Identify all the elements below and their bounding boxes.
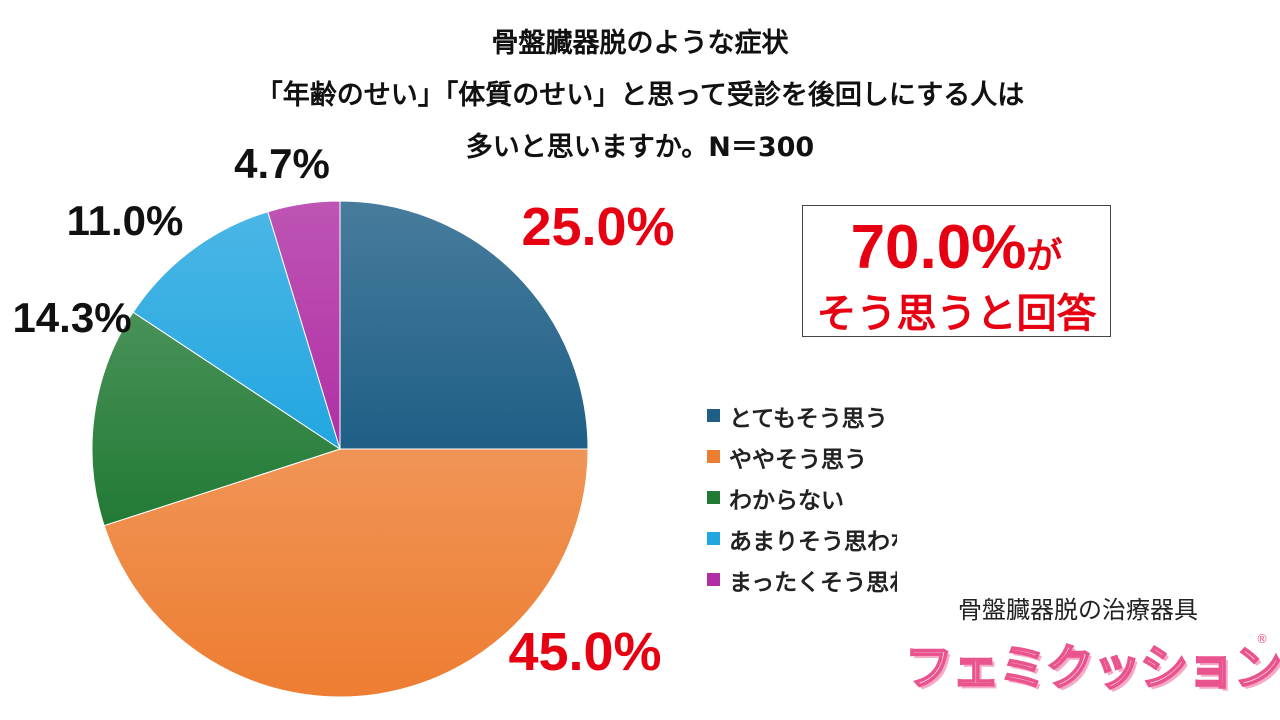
chart-legend: とてもそう思うややそう思うわからないあまりそう思わないまったくそう思わない	[707, 395, 897, 600]
pie-slice-2	[103, 448, 589, 698]
legend-label: とてもそう思う	[729, 405, 888, 432]
chart-title: 骨盤臓器脱のような症状 「年齢のせい」「体質のせい」と思って受診を後回しにする人…	[0, 18, 1280, 174]
registered-mark: ®	[1256, 632, 1268, 646]
legend-swatch	[707, 450, 720, 463]
pie-slice-3	[91, 311, 342, 527]
pie-slice-4	[132, 211, 341, 451]
brand-subtitle: 骨盤臓器脱の治療器具	[958, 596, 1198, 624]
data-label-2: 45.0%	[508, 622, 661, 682]
legend-swatch	[707, 409, 720, 422]
legend-swatch	[707, 573, 720, 586]
pie-slice-5	[267, 200, 341, 450]
callout-suffix: が	[1026, 235, 1063, 276]
title-line-3: 多いと思いますか。N＝300	[465, 132, 815, 163]
legend-swatch	[707, 491, 720, 504]
legend-label: ややそう思う	[729, 446, 867, 473]
callout-value: 70.0%	[850, 213, 1027, 282]
data-label-1: 25.0%	[521, 197, 674, 257]
callout-value-line: 70.0%が	[803, 214, 1110, 290]
title-line-2: 「年齢のせい」「体質のせい」と思って受診を後回しにする人は	[255, 80, 1025, 111]
legend-item-3: わからない	[707, 477, 897, 518]
legend-item-4: あまりそう思わない	[707, 518, 897, 559]
brand-logo: フェミクッション	[904, 639, 1280, 697]
legend-label: わからない	[729, 487, 844, 514]
legend-item-2: ややそう思う	[707, 436, 897, 477]
legend-item-5: まったくそう思わない	[707, 559, 897, 600]
pie-slice-1	[339, 200, 589, 450]
summary-callout: 70.0%が そう思うと回答	[802, 205, 1111, 337]
legend-item-1: とてもそう思う	[707, 395, 897, 436]
data-label-4: 11.0%	[67, 197, 184, 244]
data-label-5: 4.7%	[234, 140, 330, 187]
data-label-3: 14.3%	[12, 294, 131, 341]
legend-label: まったくそう思わない	[729, 569, 897, 596]
callout-text: そう思うと回答	[816, 291, 1097, 337]
legend-swatch	[707, 532, 720, 545]
legend-label: あまりそう思わない	[729, 528, 897, 555]
title-line-1: 骨盤臓器脱のような症状	[491, 28, 789, 59]
